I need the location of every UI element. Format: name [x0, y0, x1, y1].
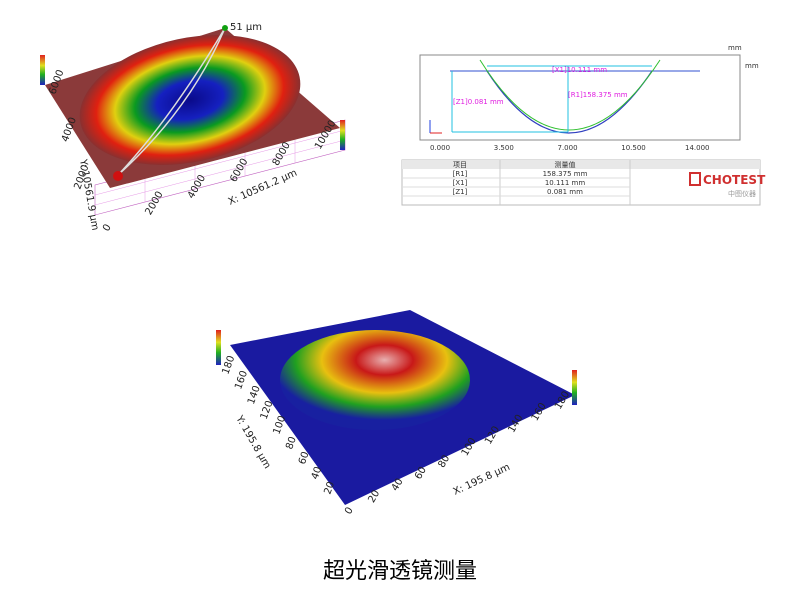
tick-label: 20	[366, 488, 382, 505]
profile-curve	[486, 70, 653, 134]
table-cell: 158.375 mm	[543, 170, 588, 178]
colorbar	[216, 330, 221, 365]
profile-chart: mm mm [X1]10.111 mm [R1]158.375 mm [Z1]0…	[401, 44, 766, 206]
table-cell: [Z1]	[453, 188, 468, 196]
tick-label: 10.500	[621, 144, 646, 152]
caption: 超光滑透镜测量	[323, 559, 477, 584]
logo: CHOTEST	[703, 173, 766, 187]
scale-label: 51 µm	[230, 22, 262, 33]
tick-label: 80	[436, 453, 452, 470]
table-cell: 10.111 mm	[545, 179, 586, 187]
table-cell: [R1]	[453, 170, 468, 178]
table-cell: [X1]	[453, 179, 468, 187]
tick-label: 140	[246, 384, 263, 406]
result-table: 项目 测量值 [R1] 158.375 mm [X1] 10.111 mm [Z1] 0.08…	[401, 159, 761, 206]
tick-label: 0	[101, 222, 114, 233]
table-header-cell: 测量值	[555, 160, 576, 169]
tick-label: 120	[259, 399, 276, 421]
table-cell: 0.081 mm	[547, 188, 583, 196]
tick-label: 40	[310, 465, 325, 481]
logo-icon	[689, 172, 701, 186]
unit: mm	[728, 44, 742, 52]
tick-label: 14.000	[685, 144, 710, 152]
tick-label: 7.000	[558, 144, 578, 152]
fit-curve	[479, 59, 661, 131]
tick-label: 3.500	[494, 144, 514, 152]
surface-plot-top: 51 µm X: 10561.2 µm Y: 10561.9 µm 020004…	[40, 22, 346, 234]
tick-label: 60	[297, 450, 312, 466]
annotation: [R1]158.375 mm	[568, 91, 628, 99]
y-axis-label: Y: 195.8 µm	[233, 413, 273, 471]
marker	[222, 25, 228, 31]
tick-label: 100	[271, 414, 288, 436]
dome	[280, 330, 470, 430]
logo-sub: 中图仪器	[728, 189, 756, 198]
colorbar	[572, 370, 577, 405]
tick-label: 0.000	[430, 144, 450, 152]
tick-label: 160	[233, 369, 250, 391]
table-header	[402, 160, 760, 169]
marker	[113, 171, 123, 181]
tick-label: 20	[322, 480, 337, 496]
plot-frame	[419, 54, 741, 141]
grid	[94, 129, 346, 206]
surface-plot-bottom: X: 195.8 µm Y: 195.8 µm 0204060801001201…	[216, 310, 577, 517]
x-axis-label: X: 195.8 µm	[452, 462, 512, 498]
table-header-cell: 项目	[453, 161, 467, 169]
tick-label: 180	[220, 354, 237, 376]
tick-label: 80	[284, 435, 299, 451]
tick-label: 0	[343, 505, 356, 516]
colorbar	[340, 120, 345, 150]
annotation: [Z1]0.081 mm	[453, 98, 504, 106]
bowl	[79, 35, 301, 165]
colorbar	[40, 55, 45, 85]
annotation: [X1]10.111 mm	[552, 66, 607, 74]
unit: mm	[745, 62, 759, 70]
